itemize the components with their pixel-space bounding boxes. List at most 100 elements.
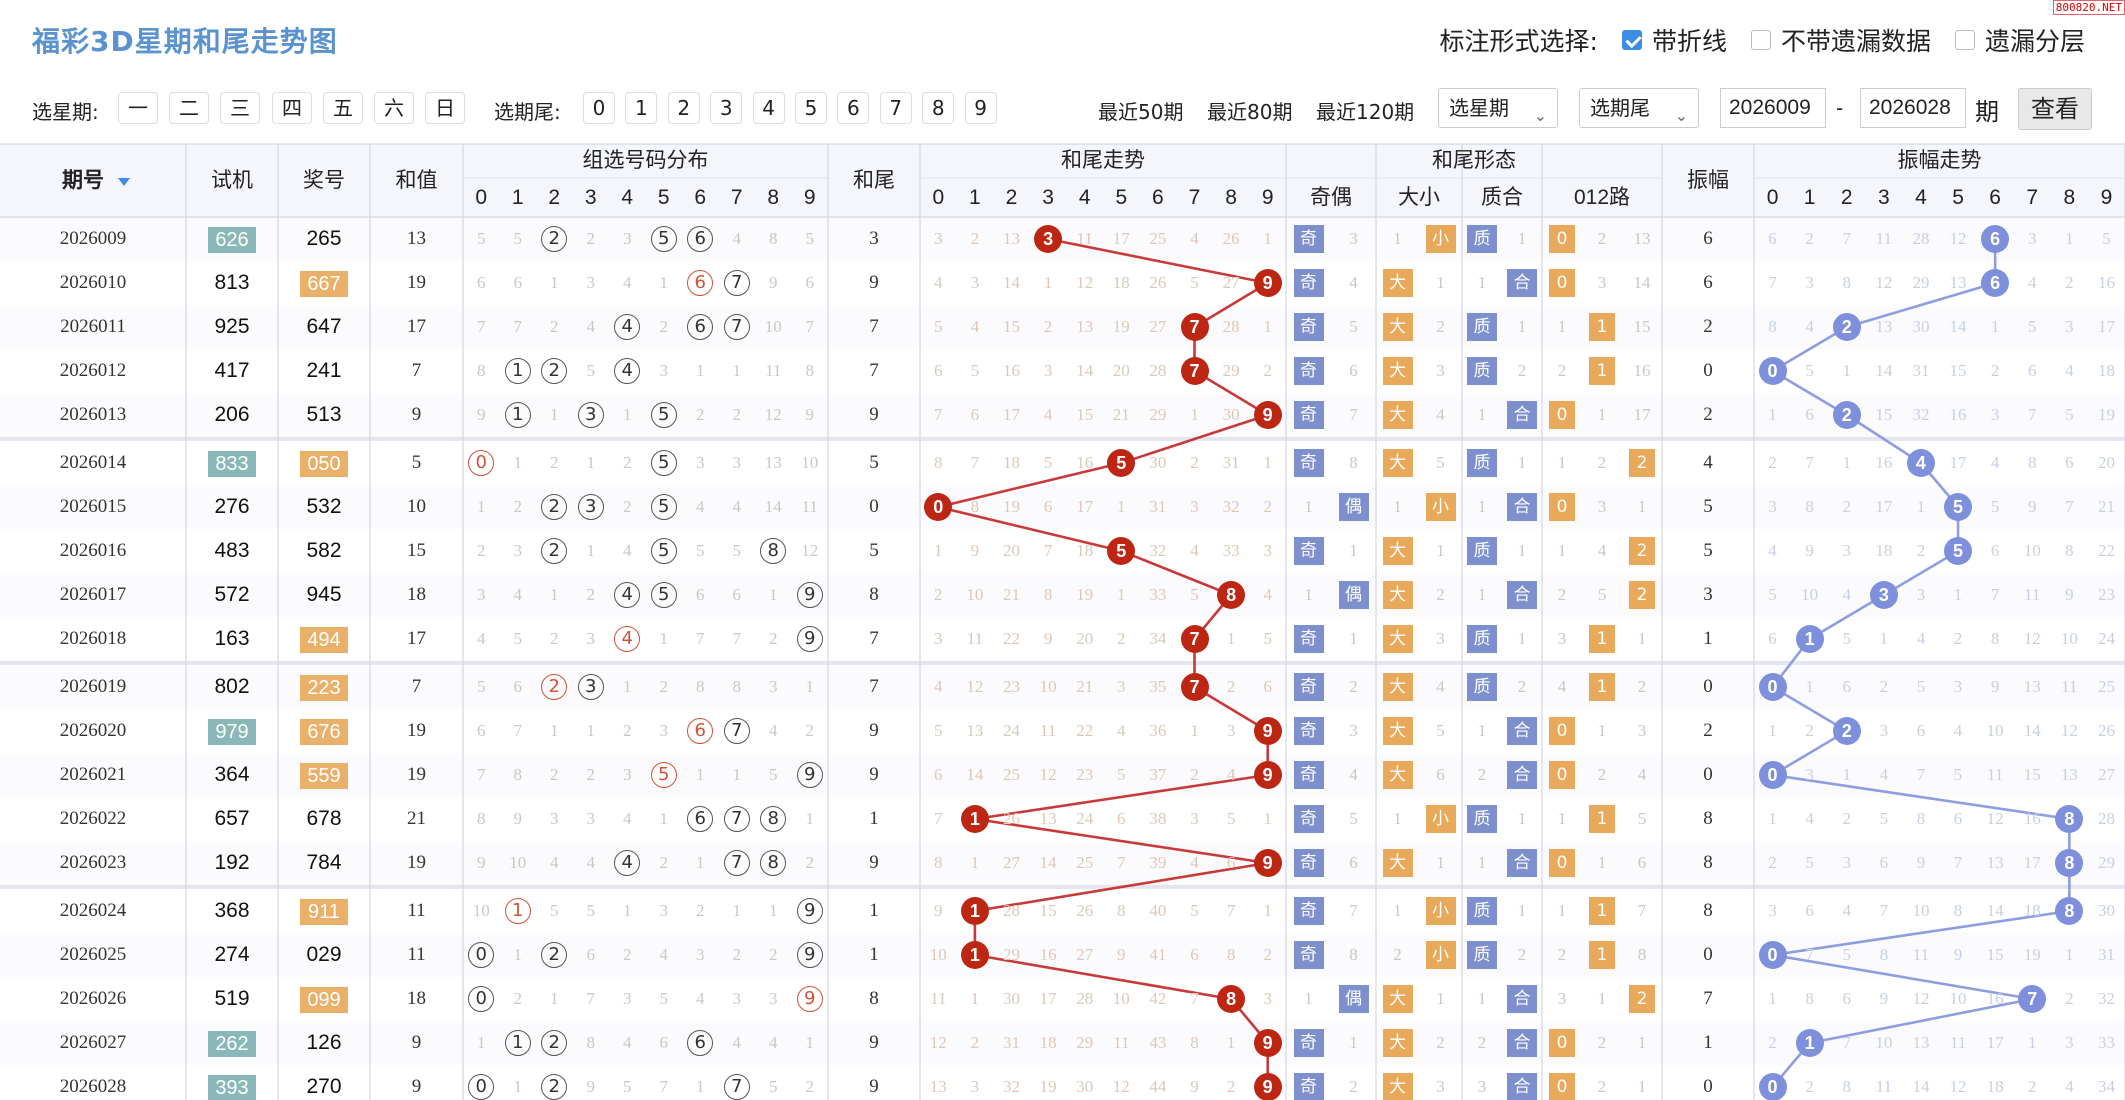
dist-miss-2: 5 <box>550 901 559 920</box>
dist-miss-1: 1 <box>513 1077 523 1096</box>
prize-cell: 126 <box>306 1031 342 1054</box>
tail-button-8[interactable]: 8 <box>922 92 955 124</box>
digit-header-dist-4: 4 <box>621 186 634 209</box>
tail-trend-miss: 2 <box>970 1033 980 1052</box>
dist-miss-5: 3 <box>659 361 669 380</box>
tail-trend-miss: 19 <box>1039 1077 1057 1096</box>
bs-tag: 小 <box>1425 805 1456 833</box>
prize-cell: 667 <box>300 271 348 297</box>
issue-header: 期号 <box>0 144 186 217</box>
weekday-button-2[interactable]: 二 <box>169 92 209 124</box>
digit-header-tt-5: 5 <box>1115 186 1128 209</box>
tail-trend-miss: 8 <box>934 453 943 472</box>
digit-header-at-4: 4 <box>1915 186 1927 209</box>
dist-miss-8: 9 <box>769 273 778 292</box>
dist-miss-6: 1 <box>696 361 705 380</box>
no-miss-label[interactable]: 不带遗漏数据 <box>1780 27 1931 56</box>
range-120[interactable]: 最近120期 <box>1316 100 1415 124</box>
tail-button-1[interactable]: 1 <box>625 92 658 124</box>
dist-miss-8: 1 <box>769 901 778 920</box>
tail-cell: 9 <box>869 1076 879 1097</box>
tail-trend-miss: 27 <box>1002 853 1020 872</box>
tail-trend-miss: 1 <box>1226 1033 1236 1052</box>
tail-trend-miss: 17 <box>1112 229 1130 248</box>
dist-hit-1: 1 <box>504 402 531 428</box>
amp-trend-miss: 10 <box>1912 901 1930 920</box>
route-miss: 15 <box>1633 317 1651 336</box>
tail-trend-miss: 5 <box>934 317 943 336</box>
weekday-button-4[interactable]: 四 <box>272 92 312 124</box>
dist-miss-8: 5 <box>769 1077 778 1096</box>
tail-select-value: 选期尾 <box>1590 96 1650 120</box>
sum-cell: 18 <box>407 584 426 605</box>
route-miss: 1 <box>1597 721 1607 740</box>
weekday-select[interactable]: 选星期 ⌄ <box>1438 88 1558 128</box>
date-from-input[interactable]: 2026009 <box>1720 88 1826 128</box>
amp-trend-miss: 2 <box>1953 629 1963 648</box>
oe-tag: 奇 <box>1293 673 1324 701</box>
dist-miss-0: 7 <box>477 765 486 784</box>
tail-trend-miss: 11 <box>1113 1033 1130 1052</box>
dist-miss-2: 2 <box>550 629 559 648</box>
range-80[interactable]: 最近80期 <box>1207 100 1293 124</box>
bs-miss: 1 <box>1393 229 1402 248</box>
tail-button-6[interactable]: 6 <box>837 92 870 124</box>
tail-button-9[interactable]: 9 <box>964 92 997 124</box>
tail-button-5[interactable]: 5 <box>795 92 827 124</box>
tail-trend-miss: 8 <box>1226 945 1236 964</box>
tail-button-2[interactable]: 2 <box>667 92 700 124</box>
no-miss-checkbox[interactable] <box>1750 30 1771 50</box>
dist-miss-2: 2 <box>550 317 559 336</box>
tail-trend-miss: 6 <box>934 765 943 784</box>
tail-button-0[interactable]: 0 <box>583 92 615 124</box>
weekday-button-7[interactable]: 日 <box>425 92 465 124</box>
polyline-label[interactable]: 带折线 <box>1651 27 1727 56</box>
tail-trend-miss: 14 <box>1076 361 1094 380</box>
tail-button-4[interactable]: 4 <box>752 92 785 124</box>
sort-down-icon[interactable] <box>118 178 130 186</box>
amp-trend-miss: 7 <box>2065 497 2074 516</box>
oe-miss: 1 <box>1349 1033 1358 1052</box>
weekday-button-1[interactable]: 一 <box>118 92 158 124</box>
oe-tag: 偶 <box>1338 985 1369 1013</box>
pc-tag: 质 <box>1467 449 1497 477</box>
date-to-input[interactable]: 2026028 <box>1860 88 1966 128</box>
query-button[interactable]: 查看 <box>2018 88 2092 130</box>
dist-hit-9: 9 <box>796 942 823 968</box>
amp-cell: 0 <box>1703 764 1713 785</box>
dist-hit-7: 7 <box>723 718 750 744</box>
mark-style-selector: 标注形式选择: 带折线 不带遗漏数据 遗漏分层 <box>1440 22 2085 58</box>
tail-trend-miss: 3 <box>1190 497 1199 516</box>
amp-trend-miss: 6 <box>1990 541 2000 560</box>
weekday-button-3[interactable]: 三 <box>220 92 260 124</box>
weekday-button-6[interactable]: 六 <box>374 92 414 124</box>
dist-miss-3: 3 <box>586 629 596 648</box>
polyline-checkbox[interactable] <box>1621 30 1642 50</box>
tail-trend-miss: 17 <box>1076 497 1094 516</box>
range-50[interactable]: 最近50期 <box>1098 100 1184 124</box>
dist-miss-5: 3 <box>659 721 669 740</box>
oe-miss: 4 <box>1349 273 1358 292</box>
amp-trend-ball: 1 <box>1795 625 1824 653</box>
amp-trend-ball: 0 <box>1758 673 1787 701</box>
tail-trend-miss: 2 <box>1226 1077 1236 1096</box>
group-dist-header: 组选号码分布 <box>582 149 709 172</box>
amp-trend-miss: 13 <box>1875 317 1893 336</box>
tail-button-7[interactable]: 7 <box>879 92 912 124</box>
dist-hit-1: 1 <box>504 358 531 384</box>
tail-trend-miss: 31 <box>1222 453 1240 472</box>
tail-button-3[interactable]: 3 <box>710 92 743 124</box>
weekday-button-5[interactable]: 五 <box>323 92 363 124</box>
dist-hit-7: 7 <box>723 1074 750 1100</box>
layer-checkbox[interactable] <box>1954 30 1975 50</box>
dist-miss-3: 7 <box>586 989 596 1008</box>
tail-cell: 8 <box>869 988 879 1009</box>
tail-select[interactable]: 选期尾 ⌄ <box>1579 88 1699 128</box>
pc-miss: 1 <box>1517 453 1527 472</box>
route-miss: 3 <box>1597 273 1607 292</box>
oe-miss: 4 <box>1349 765 1358 784</box>
amp-trend-ball: 5 <box>1944 493 1973 521</box>
layer-label[interactable]: 遗漏分层 <box>1984 27 2085 56</box>
sum-cell: 11 <box>407 900 426 921</box>
